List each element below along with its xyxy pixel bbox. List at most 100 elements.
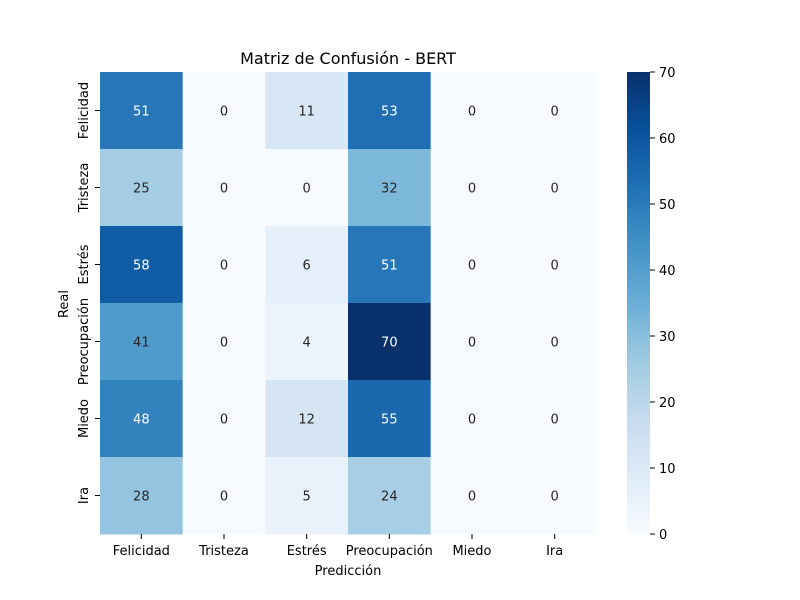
x-tick-label: Preocupación — [346, 544, 433, 559]
heatmap-cells — [100, 72, 597, 535]
colorbar-tick-label: 70 — [659, 66, 676, 81]
heatmap-cell — [182, 303, 266, 381]
cell-value-label: 0 — [468, 413, 476, 428]
cell-value-label: 11 — [298, 105, 315, 120]
y-tick-label: Miedo — [77, 399, 92, 438]
cell-value-label: 48 — [133, 413, 150, 428]
heatmap-cell — [100, 226, 184, 304]
heatmap-cell — [265, 303, 349, 381]
colorbar-tick-label: 10 — [659, 462, 676, 477]
y-tick-label: Ira — [77, 487, 92, 504]
cell-value-label: 0 — [220, 336, 228, 351]
heatmap-cell — [430, 457, 514, 535]
heatmap-cell — [182, 226, 266, 304]
heatmap-cell — [430, 226, 514, 304]
cell-value-label: 58 — [133, 259, 150, 274]
colorbar-tick-label: 50 — [659, 198, 676, 213]
cell-value-label: 0 — [220, 490, 228, 505]
y-tick-label: Preocupación — [77, 298, 92, 385]
cell-value-label: 0 — [303, 182, 311, 197]
cell-value-label: 0 — [551, 336, 559, 351]
colorbar-tick-label: 60 — [659, 132, 676, 147]
x-tick-label: Tristeza — [198, 544, 249, 559]
heatmap-cell — [348, 380, 432, 458]
heatmap-cell — [513, 303, 597, 381]
cell-value-label: 51 — [381, 259, 398, 274]
cell-value-label: 5 — [303, 490, 311, 505]
y-axis-ticks: Felicidad Tristeza Estrés Preocupación Miedo… — [77, 82, 100, 504]
x-axis-ticks: Felicidad Tristeza Estrés Preocupación Miedo… — [113, 534, 563, 559]
heatmap-cell — [100, 303, 184, 381]
cell-value-label: 24 — [381, 490, 398, 505]
heatmap-cell — [348, 226, 432, 304]
x-tick-label: Felicidad — [113, 544, 170, 559]
y-tick-label: Tristeza — [77, 163, 92, 214]
heatmap-cell — [513, 226, 597, 304]
heatmap-cell — [265, 72, 349, 150]
heatmap-cell — [348, 149, 432, 227]
heatmap-cell — [513, 380, 597, 458]
colorbar-tick-label: 30 — [659, 330, 676, 345]
cell-value-label: 0 — [468, 490, 476, 505]
cell-value-label: 0 — [468, 105, 476, 120]
heatmap-cell — [265, 149, 349, 227]
cell-value-label: 41 — [133, 336, 150, 351]
heatmap-cell — [430, 303, 514, 381]
cell-value-label: 4 — [303, 336, 311, 351]
cell-value-label: 70 — [381, 336, 398, 351]
x-tick-label: Estrés — [287, 544, 327, 559]
cell-value-label: 28 — [133, 490, 150, 505]
heatmap-cell — [513, 149, 597, 227]
colorbar-tick-label: 0 — [659, 528, 667, 543]
heatmap-cell — [182, 72, 266, 150]
heatmap-cell — [348, 457, 432, 535]
heatmap-cell — [265, 457, 349, 535]
heatmap-cell — [100, 380, 184, 458]
cell-value-label: 12 — [298, 413, 315, 428]
heatmap-cell — [265, 226, 349, 304]
colorbar: 0 10 20 30 40 50 60 70 — [627, 66, 676, 543]
heatmap-cell — [430, 380, 514, 458]
cell-value-label: 0 — [551, 105, 559, 120]
cell-value-label: 32 — [381, 182, 398, 197]
cell-value-label: 0 — [220, 182, 228, 197]
heatmap-cell — [348, 72, 432, 150]
heatmap-cell — [100, 72, 184, 150]
cell-value-label: 0 — [220, 259, 228, 274]
cell-value-label: 0 — [551, 413, 559, 428]
cell-value-label: 6 — [303, 259, 311, 274]
cell-value-label: 0 — [551, 182, 559, 197]
cell-value-label: 0 — [220, 413, 228, 428]
y-tick-label: Felicidad — [77, 82, 92, 139]
heatmap-cell — [100, 149, 184, 227]
cell-value-label: 0 — [468, 259, 476, 274]
heatmap-cell — [430, 149, 514, 227]
cell-value-label: 53 — [381, 105, 398, 120]
y-tick-label: Estrés — [77, 244, 92, 284]
heatmap-cell — [100, 457, 184, 535]
cell-value-label: 0 — [468, 182, 476, 197]
cell-value-label: 0 — [551, 490, 559, 505]
heatmap-cell — [182, 380, 266, 458]
x-tick-label: Miedo — [452, 544, 491, 559]
x-axis-label: Predicción — [315, 564, 382, 579]
cell-value-label: 0 — [220, 105, 228, 120]
heatmap-cell — [182, 457, 266, 535]
chart-title: Matriz de Confusión - BERT — [240, 49, 456, 68]
colorbar-tick-label: 40 — [659, 264, 676, 279]
cell-value-label: 51 — [133, 105, 150, 120]
cell-value-label: 0 — [551, 259, 559, 274]
heatmap-cell — [513, 457, 597, 535]
cell-value-label: 55 — [381, 413, 398, 428]
x-tick-label: Ira — [546, 544, 563, 559]
cell-value-label: 0 — [468, 336, 476, 351]
heatmap-annotations: 51 0 11 53 0 025 0 0 32 0 058 0 6 51 0 041 0 4 70 0 048 0 12 55… — [133, 105, 559, 505]
y-axis-label: Real — [57, 290, 72, 318]
heatmap-cell — [513, 72, 597, 150]
cell-value-label: 25 — [133, 182, 150, 197]
heatmap-cell — [348, 303, 432, 381]
heatmap-cell — [265, 380, 349, 458]
heatmap-cell — [182, 149, 266, 227]
colorbar-gradient — [627, 72, 650, 534]
